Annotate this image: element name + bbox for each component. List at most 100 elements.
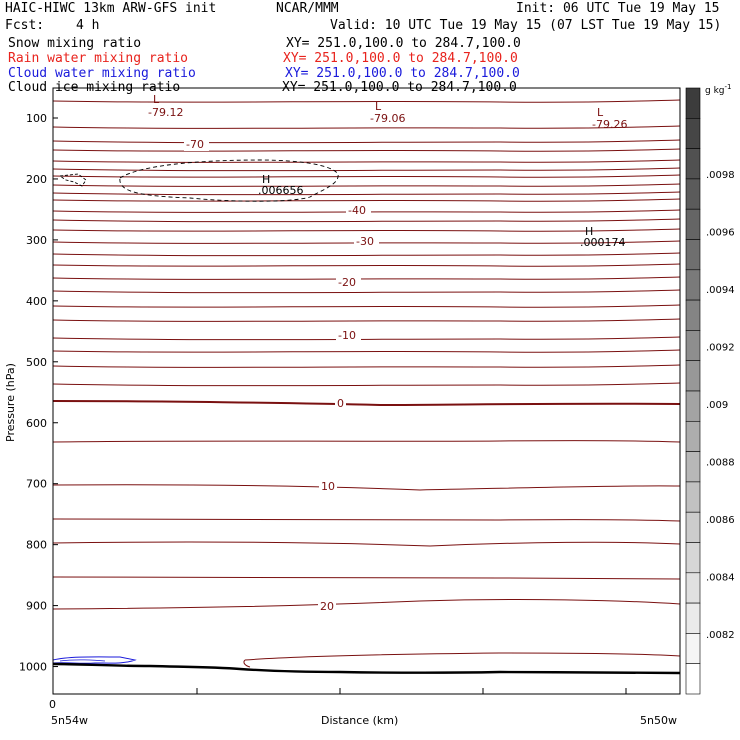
temperature-contour-line [52,382,681,387]
colorbar-unit: g kg-1 [705,83,731,96]
pressure-axis: 100 200 300 400 500 600 700 800 900 1000 [19,112,58,674]
low-value: -79.06 [370,112,405,125]
colorbar-label: .0092 [706,343,735,354]
colorbar-swatch [685,239,701,271]
colorbar-swatch [685,663,701,695]
temperature-contour-line [52,183,681,187]
temperature-contour-line [52,599,681,610]
model-title: HAIC-HIWC 13km ARW-GFS init [5,1,217,16]
colorbar-swatch [685,420,701,452]
temperature-contour-line [52,318,681,322]
colorbar-swatch [685,602,701,634]
y-tick-label: 500 [26,356,47,369]
colorbar-label: .0082 [706,630,735,641]
extrema-labels: L -79.12 L -79.06 L -79.26 H .006656 H .… [148,93,627,249]
temperature-contour-line [244,652,681,661]
contour-label-bg [335,398,346,410]
terrain-line [52,662,681,675]
x-axis-label: Distance (km) [321,714,398,727]
low-marker: L [375,100,382,113]
contour-label-bg [318,601,336,613]
zero-degree-contour [52,400,681,407]
colorbar-swatch [685,208,701,240]
forecast-label: Fcst: [5,18,45,33]
colorbar-swatch [685,118,701,149]
colorbar-swatch [685,178,701,210]
contour-label: -70 [186,138,204,151]
temperature-contour-line [52,541,681,547]
temperature-contour-line [52,440,681,443]
colorbar-swatch [685,572,701,604]
y-tick-label: 200 [26,173,47,186]
contour-label: 10 [321,480,335,493]
temperature-contours: -70 -40 -30 -20 -10 0 10 20 [52,99,681,668]
field-xy-rain: XY= 251.0,100.0 to 284.7,100.0 [283,51,518,66]
snow-mixing-ratio-contour [119,159,339,202]
cloud-ice-mixing-ratio-contour [58,173,87,187]
contour-label-bg [336,277,361,289]
field-xy-cloud-water: XY= 251.0,100.0 to 284.7,100.0 [285,66,520,81]
temperature-contour-line [52,139,681,144]
valid-time: Valid: 10 UTC Tue 19 May 15 (07 LST Tue … [330,18,722,33]
temperature-contour-line [52,99,681,103]
temperature-contour-line [52,167,681,172]
temperature-contour-line [52,364,681,368]
y-tick-label: 400 [26,295,47,308]
temperature-contour-line [52,576,681,580]
temperature-contour-line [52,125,681,129]
colorbar-swatch [685,481,701,513]
y-tick-label: 100 [26,112,47,125]
colorbar-swatch [685,390,701,422]
y-tick-label: 600 [26,417,47,430]
low-value: -79.12 [148,106,183,119]
temperature-contour-line [52,174,681,178]
contour-label: -30 [356,235,374,248]
distance-axis [196,688,627,694]
temperature-contour-line [52,148,681,152]
temperature-contour-line [52,209,681,213]
colorbar-swatch [685,87,701,119]
colorbar-swatch [685,542,701,574]
contour-label: -40 [348,204,366,217]
x-left-location: 5n54w [51,714,88,727]
temperature-contour-line [52,336,681,341]
colorbar-swatch [685,330,701,361]
temperature-contour-line [52,484,681,491]
temperature-contour-line [52,252,681,257]
colorbar-swatch [685,633,701,665]
high-value: .000174 [580,236,626,249]
colorbar-label: .0094 [706,285,735,296]
x-zero-label: 0 [49,698,56,711]
contour-label: -10 [338,329,356,342]
x-right-location: 5n50w [640,714,677,727]
colorbar-swatch [685,360,701,392]
plot-frame [52,87,681,695]
colorbar-swatch [685,451,701,483]
contour-label: 0 [337,397,344,410]
contour-label: -20 [338,276,356,289]
contour-label-bg [346,205,371,217]
y-tick-label: 1000 [19,661,47,674]
colorbar-label: .0086 [706,515,735,526]
contour-label-bg [336,330,361,342]
organization-label: NCAR/MMM [276,1,339,16]
colorbar: .0098 .0096 .0094 .0092 .009 .0088 .0086 .0084.… [685,87,735,695]
temperature-contour-line [52,518,681,522]
high-marker: H [262,173,270,186]
temperature-contour-line [52,218,681,223]
temperature-contour-line [52,289,681,294]
y-axis-label: Pressure (hPa) [4,363,17,442]
colorbar-label: .0096 [706,228,735,239]
colorbar-swatch [685,511,701,543]
colorbar-swatch [685,148,701,180]
cloud-water-contour-inner [59,659,106,662]
cloud-water-contour [52,656,137,664]
low-value: -79.26 [592,118,627,131]
temperature-contour-line [52,198,681,202]
temperature-contour-line [52,276,681,280]
temperature-contour-line [243,659,251,668]
contour-label: 20 [320,600,334,613]
high-value: .006656 [258,184,304,197]
y-tick-label: 300 [26,234,47,247]
